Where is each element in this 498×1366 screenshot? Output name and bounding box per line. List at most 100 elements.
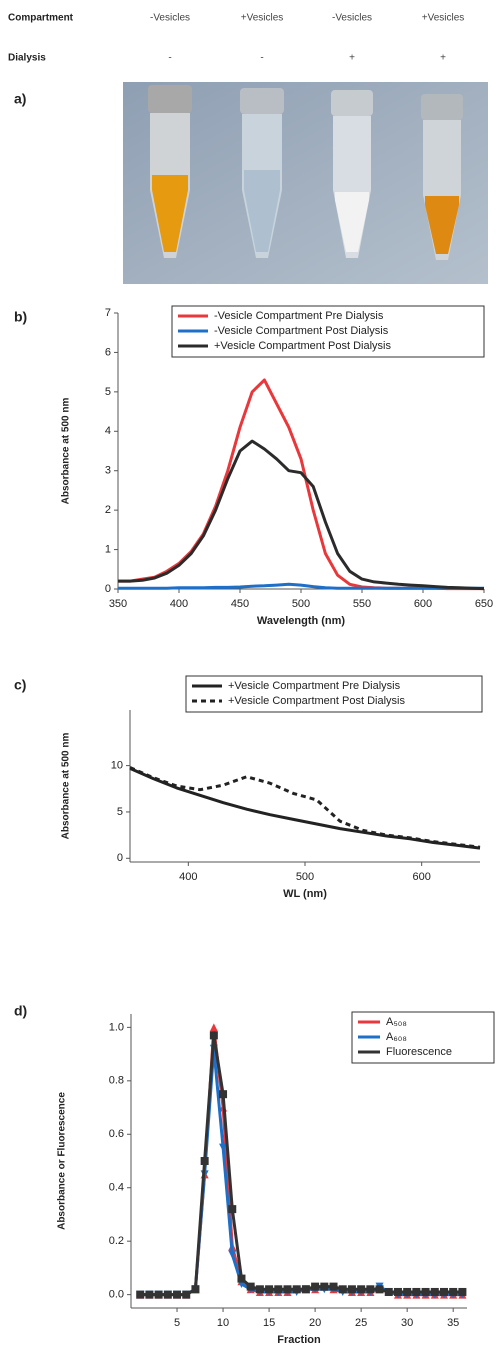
y-tick-label: 1 (105, 543, 111, 555)
marker (347, 1285, 356, 1294)
marker (384, 1287, 393, 1296)
y-tick-label: 0.2 (109, 1235, 124, 1247)
series-line (118, 582, 484, 590)
x-tick-label: 600 (414, 598, 432, 610)
marker (173, 1290, 182, 1299)
header-label: Compartment (8, 13, 74, 24)
marker (163, 1290, 172, 1299)
legend-label: Fluorescence (386, 1046, 452, 1058)
marker (366, 1285, 375, 1294)
series-line (118, 439, 485, 591)
marker (430, 1287, 439, 1296)
header-cell: - (260, 53, 263, 64)
y-axis-label: Absorbance or Fluorescence (57, 1092, 68, 1230)
marker (265, 1285, 274, 1294)
y-tick-label: 0.6 (109, 1128, 124, 1140)
x-axis-label: WL (nm) (283, 888, 327, 900)
header-cell: -Vesicles (150, 13, 190, 24)
header-cell: +Vesicles (422, 13, 465, 24)
marker (154, 1290, 163, 1299)
panel-label: a) (14, 91, 26, 107)
legend-label: -Vesicle Compartment Post Dialysis (214, 325, 389, 337)
marker (145, 1290, 154, 1299)
marker (274, 1285, 283, 1294)
marker (375, 1285, 384, 1294)
x-tick-label: 35 (447, 1317, 459, 1329)
x-axis-label: Wavelength (nm) (257, 615, 346, 627)
series-line (140, 1033, 463, 1297)
series-line (129, 767, 481, 850)
marker (246, 1282, 255, 1291)
marker (182, 1290, 191, 1299)
y-tick-label: 3 (105, 465, 111, 477)
marker (311, 1282, 320, 1291)
y-tick-label: 0 (117, 852, 123, 864)
y-tick-label: 0.0 (109, 1289, 124, 1301)
legend-box (171, 305, 485, 358)
y-tick-label: 6 (105, 346, 111, 358)
y-axis-label: Absorbance at 500 nm (61, 398, 72, 505)
marker (292, 1285, 301, 1294)
marker (412, 1287, 421, 1296)
y-tick-label: 5 (105, 386, 111, 398)
header-cell: - (168, 53, 171, 64)
legend-label: +Vesicle Compartment Pre Dialysis (228, 680, 401, 692)
marker (209, 1031, 218, 1040)
marker (301, 1285, 310, 1294)
marker (209, 1023, 218, 1032)
marker (403, 1287, 412, 1296)
marker (219, 1090, 228, 1099)
marker (320, 1282, 329, 1291)
y-tick-label: 4 (105, 425, 111, 437)
marker (255, 1285, 264, 1294)
y-tick-label: 5 (117, 806, 123, 818)
marker (393, 1287, 402, 1296)
marker (458, 1287, 467, 1296)
series-line (140, 1025, 463, 1297)
y-tick-label: 7 (105, 307, 111, 319)
panel-label: c) (14, 677, 26, 693)
photo (123, 82, 488, 284)
panel-label: d) (14, 1003, 27, 1019)
series-line (129, 766, 481, 849)
marker (439, 1287, 448, 1296)
legend: +Vesicle Compartment Pre Dialysis +Vesicl… (185, 675, 483, 713)
legend-box (185, 675, 483, 713)
y-tick-label: 0.8 (109, 1075, 124, 1087)
legend: A₅₀₈ A₆₀₈ Fluorescence (351, 1011, 495, 1064)
y-axis-label: Absorbance at 500 nm (61, 733, 72, 840)
panel-label: b) (14, 309, 27, 325)
x-tick-label: 450 (231, 598, 249, 610)
x-tick-label: 25 (355, 1317, 367, 1329)
x-tick-label: 5 (174, 1317, 180, 1329)
x-tick-label: 30 (401, 1317, 413, 1329)
x-tick-label: 400 (179, 871, 197, 883)
legend-label: A₅₀₈ (386, 1016, 407, 1028)
x-tick-label: 500 (292, 598, 310, 610)
marker (219, 1143, 228, 1152)
legend-label: +Vesicle Compartment Post Dialysis (214, 340, 391, 352)
marker (228, 1250, 237, 1259)
legend-label: -Vesicle Compartment Pre Dialysis (214, 310, 384, 322)
x-tick-label: 600 (412, 871, 430, 883)
series-line (140, 1047, 463, 1297)
legend-label: A₆₀₈ (386, 1031, 407, 1043)
marker (449, 1287, 458, 1296)
marker (136, 1290, 145, 1299)
marker (283, 1285, 292, 1294)
legend: -Vesicle Compartment Pre Dialysis -Vesicl… (171, 305, 485, 358)
y-tick-label: 0 (105, 583, 111, 595)
x-tick-label: 400 (170, 598, 188, 610)
marker (357, 1285, 366, 1294)
series-line (118, 378, 484, 591)
x-tick-label: 650 (475, 598, 493, 610)
x-tick-label: 500 (296, 871, 314, 883)
x-tick-label: 10 (217, 1317, 229, 1329)
y-tick-label: 10 (111, 760, 123, 772)
header-cell: + (440, 53, 446, 64)
marker (421, 1287, 430, 1296)
marker (338, 1285, 347, 1294)
header-cell: + (349, 53, 355, 64)
marker (329, 1282, 338, 1291)
